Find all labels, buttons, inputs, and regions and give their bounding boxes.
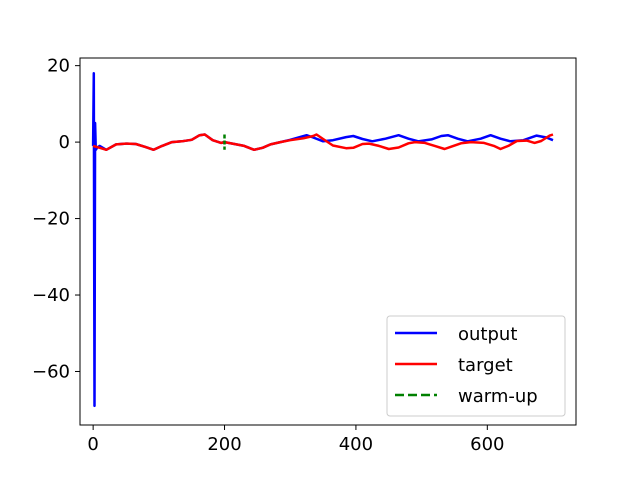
series-line-target (92, 133, 554, 152)
y-axis: 20 0 −20 −40 −60 (32, 56, 80, 382)
y-tick-label: −20 (32, 209, 70, 230)
y-tick-label: 0 (59, 132, 70, 153)
plot-frame (79, 57, 577, 426)
y-tick-label: −60 (32, 361, 70, 382)
legend-label-output: output (458, 324, 517, 345)
x-tick-label: 600 (470, 434, 504, 455)
legend-box (386, 315, 566, 417)
legend-label-target: target (458, 355, 513, 376)
x-tick-label: 200 (207, 434, 241, 455)
x-tick-label: 400 (339, 434, 373, 455)
y-tick-label: 20 (47, 56, 70, 77)
legend: output target warm-up (386, 315, 566, 417)
y-tick-label: −40 (32, 285, 70, 306)
x-tick-label: 0 (87, 434, 98, 455)
x-axis: 0 200 400 600 (87, 425, 504, 455)
legend-label-warm-up: warm-up (458, 386, 538, 407)
series-layer (91, 72, 554, 408)
